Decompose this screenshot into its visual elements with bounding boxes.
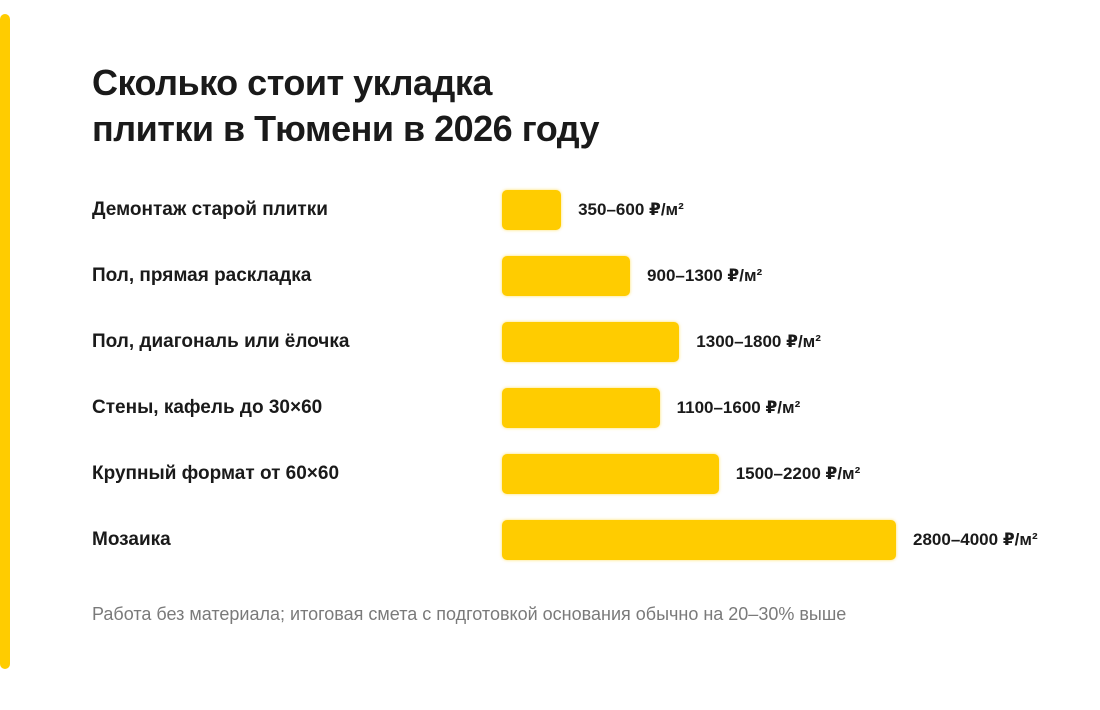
- page-title: Сколько стоит укладка плитки в Тюмени в …: [92, 60, 892, 152]
- category-label: Пол, прямая раскладка: [92, 265, 312, 286]
- bar: [502, 190, 562, 230]
- category-label: Пол, диагональ или ёлочка: [92, 331, 350, 352]
- bar: [502, 454, 719, 494]
- category-label: Мозаика: [92, 529, 171, 550]
- category-label: Стены, кафель до 30×60: [92, 397, 323, 418]
- bar: [502, 388, 660, 428]
- value-label: 2800–4000 ₽/м²: [913, 530, 1038, 549]
- value-label: 1500–2200 ₽/м²: [735, 464, 861, 483]
- title-line-1: Сколько стоит укладка: [92, 62, 492, 103]
- category-label: Демонтаж старой плитки: [92, 199, 328, 220]
- bar: [502, 322, 680, 362]
- value-label: 350–600 ₽/м²: [578, 200, 684, 219]
- title-line-2: плитки в Тюмени в 2026 году: [92, 108, 600, 149]
- footnote: Работа без материала; итоговая смета с п…: [92, 604, 847, 624]
- bar: [502, 256, 631, 296]
- accent-stripe: [0, 14, 10, 669]
- value-label: 1100–1600 ₽/м²: [676, 398, 801, 417]
- value-label: 1300–1800 ₽/м²: [696, 332, 821, 351]
- value-label: 900–1300 ₽/м²: [647, 266, 763, 285]
- category-label: Крупный формат от 60×60: [92, 463, 340, 484]
- bar: [502, 520, 896, 560]
